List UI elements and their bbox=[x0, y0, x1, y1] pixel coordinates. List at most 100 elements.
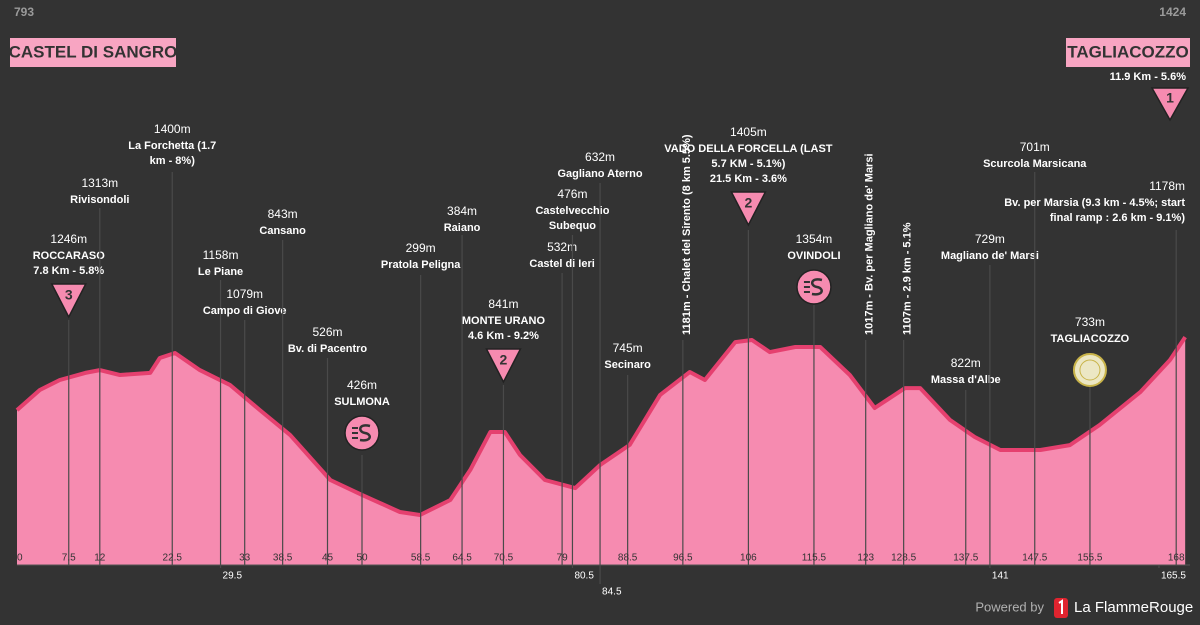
waypoint-elevation: 526m bbox=[312, 325, 342, 339]
waypoint-elevation: 426m bbox=[347, 378, 377, 392]
waypoint-elevation: 476m bbox=[557, 187, 587, 201]
waypoint-elevation: 1178m bbox=[1149, 179, 1185, 193]
km-label: 168 bbox=[1168, 553, 1185, 564]
km-label: 165.5 bbox=[1161, 571, 1186, 582]
km-label: 79 bbox=[557, 553, 569, 564]
waypoint-elevation: 843m bbox=[268, 207, 298, 221]
waypoint-name: Gagliano Aterno bbox=[557, 168, 642, 180]
waypoint-name: Cansano bbox=[259, 225, 306, 237]
climb-badge bbox=[50, 283, 87, 319]
km-label: 155.5 bbox=[1077, 553, 1102, 564]
waypoint-name: Bv. per Marsia (9.3 km - 4.5%; start bbox=[1004, 197, 1185, 209]
km-label: 147.5 bbox=[1022, 553, 1047, 564]
plot: 0 7.5 1246m ROCCARASO 7.8 Km - 5.8% 3 12 1313m R… bbox=[15, 122, 1190, 598]
km-label: 7.5 bbox=[62, 553, 76, 564]
km-label: 123 bbox=[857, 553, 874, 564]
km-label: 96.5 bbox=[673, 553, 693, 564]
waypoint-elevation: 822m bbox=[951, 356, 981, 370]
waypoint-elevation: 1405m bbox=[730, 125, 767, 139]
km-label: 0 bbox=[17, 553, 23, 564]
waypoint-elevation: 632m bbox=[585, 150, 615, 164]
waypoint-name: 1017m - Bv. per Magliano de' Marsi bbox=[864, 153, 876, 335]
km-label: 12 bbox=[94, 553, 106, 564]
waypoint-name: Subequo bbox=[549, 220, 596, 232]
waypoint-name: Secinaro bbox=[604, 359, 651, 371]
finish-info: 11.9 Km - 5.6% bbox=[1110, 71, 1187, 83]
km-label: 22.5 bbox=[163, 553, 183, 564]
waypoint-elevation: 1158m bbox=[203, 248, 239, 262]
climb-category: 2 bbox=[745, 195, 753, 211]
waypoint-elevation: 729m bbox=[975, 232, 1005, 246]
finish-name: TAGLIACOZZO bbox=[1067, 42, 1189, 61]
brand-icon-mark bbox=[1058, 599, 1063, 614]
waypoint-elevation: 299m bbox=[406, 241, 436, 255]
waypoint-name: La Forchetta (1.7 bbox=[128, 140, 216, 152]
km-label: 88.5 bbox=[618, 553, 638, 564]
km-label: 137.5 bbox=[953, 553, 978, 564]
km-label: 128.5 bbox=[891, 553, 916, 564]
waypoint-name: Raiano bbox=[444, 222, 481, 234]
km-label: 141 bbox=[992, 571, 1009, 582]
start-elevation: 793 bbox=[14, 5, 34, 19]
waypoint-name: Scurcola Marsicana bbox=[983, 158, 1087, 170]
waypoint-name: Pratola Peligna bbox=[381, 259, 461, 271]
waypoint-elevation: 701m bbox=[1020, 140, 1050, 154]
finish-box bbox=[1066, 38, 1190, 67]
waypoint-info: 4.6 Km - 9.2% bbox=[468, 330, 539, 342]
finish-category: 1 bbox=[1166, 90, 1174, 106]
km-label: 33 bbox=[239, 553, 251, 564]
km-label: 58.5 bbox=[411, 553, 431, 564]
sprint-icon-s bbox=[811, 278, 823, 296]
waypoint-name: Castelvecchio bbox=[535, 205, 609, 217]
waypoint-name: MONTE URANO bbox=[462, 315, 546, 327]
profile-edge bbox=[15, 335, 1187, 517]
footer: Powered by bbox=[975, 599, 1044, 614]
km-label: 70.5 bbox=[494, 553, 514, 564]
km-label: 45 bbox=[322, 553, 334, 564]
waypoint-name: Campo di Giove bbox=[203, 305, 287, 317]
waypoint-name: Bv. di Pacentro bbox=[288, 343, 368, 355]
waypoint-name: Rivisondoli bbox=[70, 194, 129, 206]
start-name: CASTEL DI SANGRO bbox=[9, 42, 178, 61]
waypoint-elevation: 1079m bbox=[226, 287, 263, 301]
waypoint-elevation: 1313m bbox=[81, 176, 118, 190]
waypoint-name: km - 8%) bbox=[150, 155, 196, 167]
sprint-icon-s bbox=[359, 424, 371, 442]
km-label: 29.5 bbox=[223, 571, 243, 582]
climb-badge bbox=[730, 191, 767, 227]
waypoint-elevation: 532m bbox=[547, 240, 577, 254]
waypoint-elevation: 1246m bbox=[50, 232, 87, 246]
waypoint-elevation: 841m bbox=[488, 297, 518, 311]
km-label: 38.5 bbox=[273, 553, 293, 564]
km-label: 50 bbox=[356, 553, 368, 564]
km-label: 64.5 bbox=[452, 553, 472, 564]
waypoint-elevation: 1400m bbox=[154, 122, 191, 136]
waypoint-info: 21.5 Km - 3.6% bbox=[710, 173, 787, 185]
waypoint-name: Le Piane bbox=[198, 266, 243, 278]
finish-badge bbox=[1150, 87, 1190, 122]
km-label: 84.5 bbox=[602, 587, 622, 598]
waypoint-name: 1107m - 2.9 km - 5.1% bbox=[902, 222, 914, 335]
km-label: 80.5 bbox=[574, 571, 594, 582]
waypoint-elevation: 745m bbox=[613, 341, 643, 355]
bonus-badge-inner bbox=[1079, 359, 1101, 381]
waypoint-name: 1181m - Chalet del Sirento (8 km 5.5%) bbox=[681, 134, 693, 335]
finish-elevation: 1424 bbox=[1159, 5, 1186, 19]
brand: La FlammeRouge bbox=[1074, 599, 1193, 616]
waypoint-name: VADO DELLA FORCELLA (LAST bbox=[664, 143, 833, 155]
km-label: 106 bbox=[740, 553, 757, 564]
waypoint-info: 7.8 Km - 5.8% bbox=[33, 265, 104, 277]
waypoint-elevation: 384m bbox=[447, 204, 477, 218]
waypoint-name: TAGLIACOZZO bbox=[1051, 333, 1130, 345]
waypoint-name: Castel di Ieri bbox=[529, 258, 594, 270]
waypoint-name: SULMONA bbox=[334, 396, 390, 408]
waypoint-name: final ramp : 2.6 km - 9.1%) bbox=[1050, 212, 1185, 224]
waypoint-name: Magliano de' Marsi bbox=[941, 250, 1039, 262]
waypoint-elevation: 1354m bbox=[796, 232, 833, 246]
climb-badge bbox=[485, 348, 522, 384]
profile-area bbox=[17, 337, 1186, 565]
waypoint-elevation: 733m bbox=[1075, 315, 1105, 329]
waypoint-name: ROCCARASO bbox=[33, 250, 106, 262]
waypoint-name: OVINDOLI bbox=[787, 250, 840, 262]
